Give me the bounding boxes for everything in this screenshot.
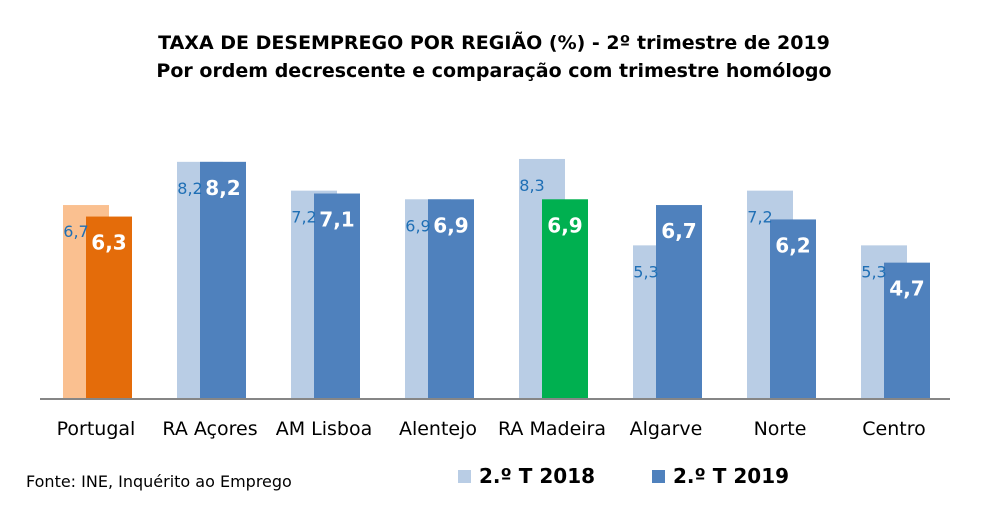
data-label-2018: 5,3 <box>633 262 658 281</box>
data-label-2018: 7,2 <box>747 208 772 227</box>
x-tick-label: Portugal <box>57 418 136 440</box>
data-label-2019: 6,9 <box>433 213 468 237</box>
bar-2019 <box>200 161 246 398</box>
x-tick-label: Alentejo <box>399 418 477 440</box>
data-label-2019: 6,9 <box>547 213 582 237</box>
legend-item-2018: 2.º T 2018 <box>458 464 595 488</box>
data-label-2019: 4,7 <box>889 277 924 301</box>
bar-2019 <box>884 262 930 398</box>
data-label-2018: 6,7 <box>63 222 88 241</box>
data-label-2018: 5,3 <box>861 262 886 281</box>
bar-2019 <box>542 199 588 398</box>
legend-label-2019: 2.º T 2019 <box>673 464 790 488</box>
x-tick-label: AM Lisboa <box>276 418 373 440</box>
chart-subtitle: Por ordem decrescente e comparação com t… <box>156 60 832 82</box>
bar-2019 <box>86 216 132 398</box>
data-label-2018: 7,2 <box>291 208 316 227</box>
bar-2019 <box>770 219 816 398</box>
x-tick-label: RA Madeira <box>498 418 606 440</box>
legend-label-2018: 2.º T 2018 <box>479 464 596 488</box>
data-label-2018: 8,2 <box>177 179 202 198</box>
data-label-2019: 6,3 <box>91 231 126 255</box>
source-note: Fonte: INE, Inquérito ao Emprego <box>26 472 292 491</box>
x-tick-label: Norte <box>754 418 807 440</box>
legend-swatch-2019 <box>652 469 665 483</box>
data-label-2019: 8,2 <box>205 176 240 200</box>
x-tick-label: RA Açores <box>162 418 257 440</box>
bar-2019 <box>314 193 360 398</box>
bar-2019 <box>428 199 474 398</box>
data-label-2018: 6,9 <box>405 216 430 235</box>
x-tick-label: Algarve <box>630 418 703 440</box>
legend-item-2019: 2.º T 2019 <box>652 464 789 488</box>
data-label-2019: 6,7 <box>661 219 696 243</box>
data-label-2019: 6,2 <box>775 233 810 257</box>
x-tick-label: Centro <box>862 418 925 440</box>
data-label-2018: 8,3 <box>519 176 544 195</box>
bar-2019 <box>656 205 702 398</box>
data-label-2019: 7,1 <box>319 208 354 232</box>
chart-title: TAXA DE DESEMPREGO POR REGIÃO (%) - 2º t… <box>158 32 830 54</box>
legend-swatch-2018 <box>458 469 471 483</box>
